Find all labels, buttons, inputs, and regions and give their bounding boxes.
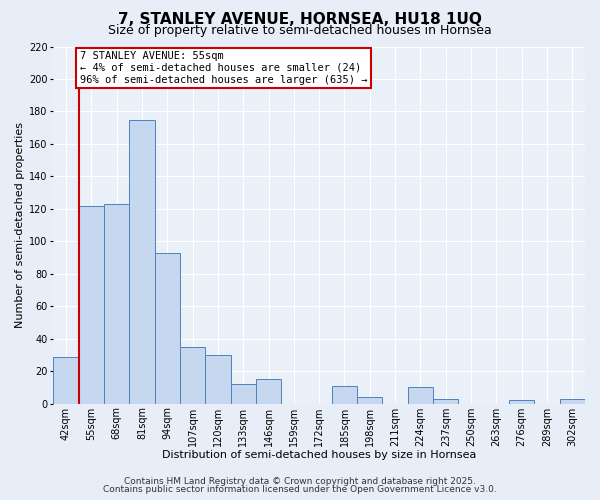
Y-axis label: Number of semi-detached properties: Number of semi-detached properties bbox=[15, 122, 25, 328]
Bar bbox=[357, 397, 382, 404]
X-axis label: Distribution of semi-detached houses by size in Hornsea: Distribution of semi-detached houses by … bbox=[162, 450, 476, 460]
Bar bbox=[53, 356, 79, 404]
Bar bbox=[129, 120, 155, 404]
Bar bbox=[408, 388, 433, 404]
Bar bbox=[155, 252, 180, 404]
Bar bbox=[256, 380, 281, 404]
Bar bbox=[509, 400, 535, 404]
Bar bbox=[79, 206, 104, 404]
Bar bbox=[205, 355, 230, 404]
Text: Contains HM Land Registry data © Crown copyright and database right 2025.: Contains HM Land Registry data © Crown c… bbox=[124, 477, 476, 486]
Text: 7 STANLEY AVENUE: 55sqm
← 4% of semi-detached houses are smaller (24)
96% of sem: 7 STANLEY AVENUE: 55sqm ← 4% of semi-det… bbox=[80, 52, 367, 84]
Bar bbox=[104, 204, 129, 404]
Bar bbox=[560, 399, 585, 404]
Text: 7, STANLEY AVENUE, HORNSEA, HU18 1UQ: 7, STANLEY AVENUE, HORNSEA, HU18 1UQ bbox=[118, 12, 482, 28]
Bar bbox=[332, 386, 357, 404]
Bar bbox=[180, 347, 205, 404]
Bar bbox=[433, 399, 458, 404]
Bar bbox=[230, 384, 256, 404]
Text: Size of property relative to semi-detached houses in Hornsea: Size of property relative to semi-detach… bbox=[108, 24, 492, 37]
Text: Contains public sector information licensed under the Open Government Licence v3: Contains public sector information licen… bbox=[103, 484, 497, 494]
